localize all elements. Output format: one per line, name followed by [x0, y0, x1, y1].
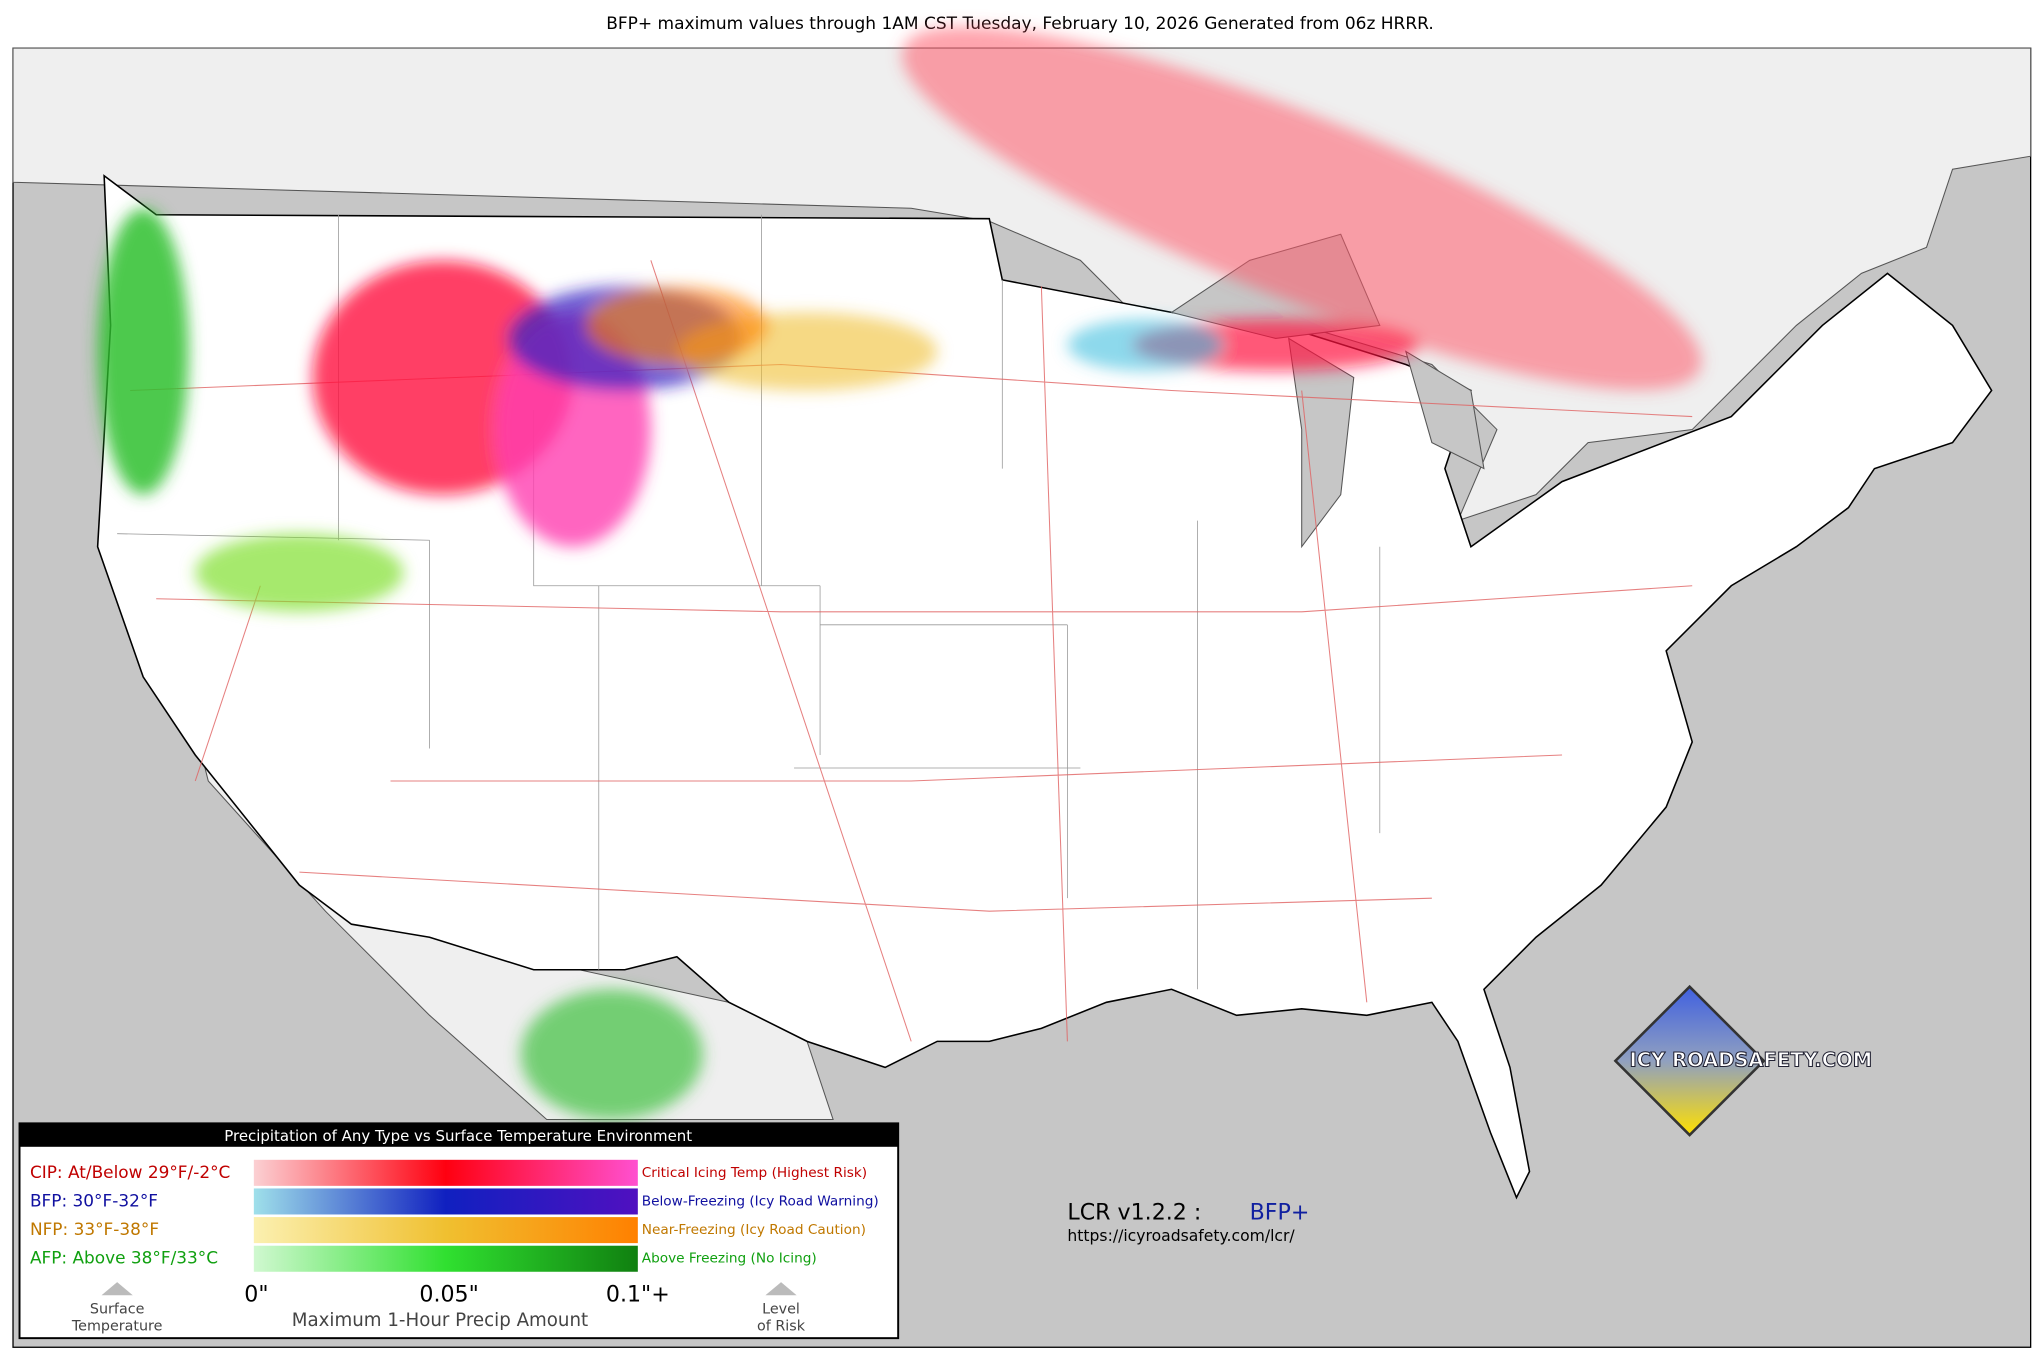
product-name: BFP+: [1250, 1200, 1310, 1226]
logo: ICY ROADSAFETY.COM: [1613, 984, 1873, 1137]
legend-label: CIP: At/Below 29°F/-2°C: [30, 1162, 230, 1182]
axis-label: Level: [762, 1302, 800, 1318]
map: Precipitation of Any Type vs Surface Tem…: [12, 26, 2032, 1348]
axis-label: Surface: [90, 1302, 145, 1318]
scale-tick: 0.05": [419, 1282, 478, 1308]
scale-tick: 0.1"+: [606, 1282, 670, 1308]
legend-title: Precipitation of Any Type vs Surface Tem…: [224, 1127, 692, 1145]
legend-label: NFP: 33°F-38°F: [30, 1219, 159, 1239]
gradient-bar: [253, 1217, 638, 1244]
legend-desc: Above Freezing (No Icing): [642, 1251, 817, 1267]
gradient-bar: [253, 1188, 638, 1215]
gradient-bar: [253, 1245, 638, 1272]
legend-label: AFP: Above 38°F/33°C: [30, 1248, 218, 1268]
legend: Precipitation of Any Type vs Surface Tem…: [18, 1122, 900, 1340]
gradient-bar: [253, 1159, 638, 1186]
axis-label: of Risk: [757, 1318, 806, 1334]
precip: [97, 26, 1702, 1120]
highways: [130, 260, 1693, 1042]
legend-desc: Near-Freezing (Icy Road Caution): [642, 1222, 866, 1238]
map-title: BFP+ maximum values through 1AM CST Tues…: [606, 14, 1434, 34]
legend-desc: Below-Freezing (Icy Road Warning): [642, 1193, 879, 1209]
legend-label: BFP: 30°F-32°F: [30, 1190, 158, 1210]
product-url: https://icyroadsafety.com/lcr/: [1067, 1227, 1295, 1245]
logo-text: ICY ROADSAFETY.COM: [1629, 1048, 1872, 1071]
scale-tick: 0": [244, 1282, 268, 1308]
scale-label: Maximum 1-Hour Precip Amount: [292, 1310, 588, 1331]
axis-label: Temperature: [71, 1318, 163, 1334]
legend-desc: Critical Icing Temp (Highest Risk): [642, 1165, 867, 1181]
product-version: LCR v1.2.2 :: [1067, 1200, 1201, 1226]
legend-header: [19, 1123, 899, 1147]
